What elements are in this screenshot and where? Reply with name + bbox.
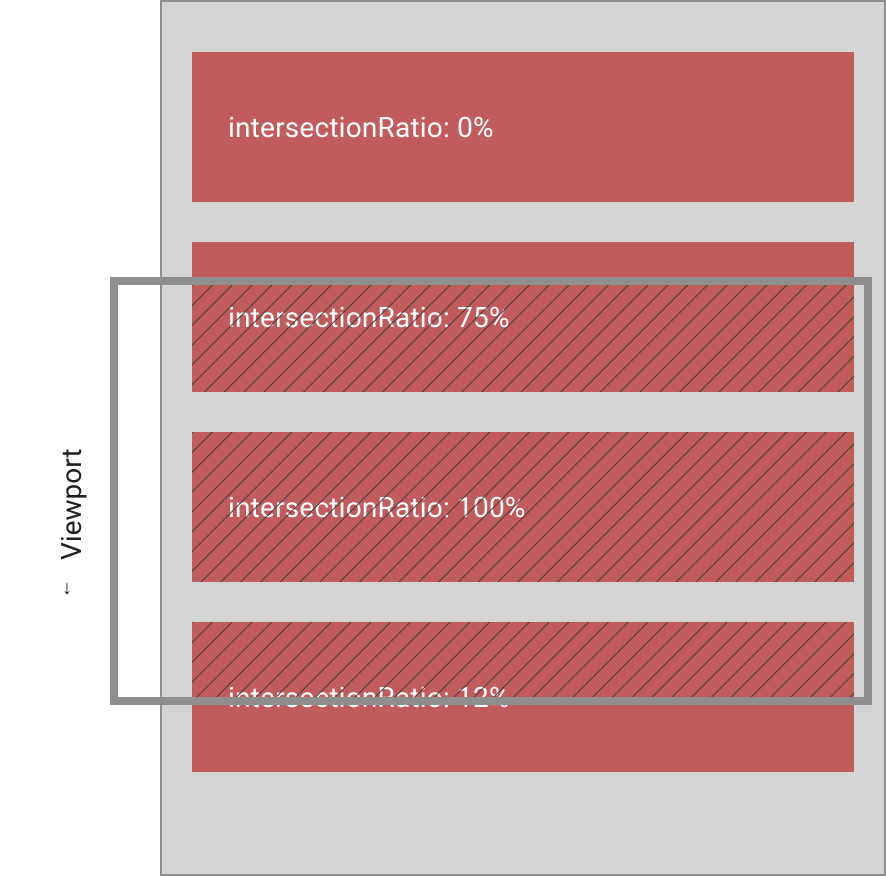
intersection-box: intersectionRatio: 0% [192, 52, 854, 202]
intersection-box-label: intersectionRatio: 0% [228, 111, 494, 144]
intersection-box: intersectionRatio: 100% [192, 432, 854, 582]
viewport-arrow-icon: ↓ [62, 575, 72, 600]
viewport-label: Viewport [55, 448, 88, 560]
intersection-box: intersectionRatio: 75% [192, 242, 854, 392]
intersection-box-label: intersectionRatio: 75% [228, 301, 510, 334]
intersection-box-label: intersectionRatio: 12% [228, 681, 510, 714]
intersection-box-label: intersectionRatio: 100% [228, 491, 526, 524]
intersection-box: intersectionRatio: 12% [192, 622, 854, 772]
diagram-stage: Viewport ↓ intersectionRatio: 0% intersec… [0, 0, 886, 876]
